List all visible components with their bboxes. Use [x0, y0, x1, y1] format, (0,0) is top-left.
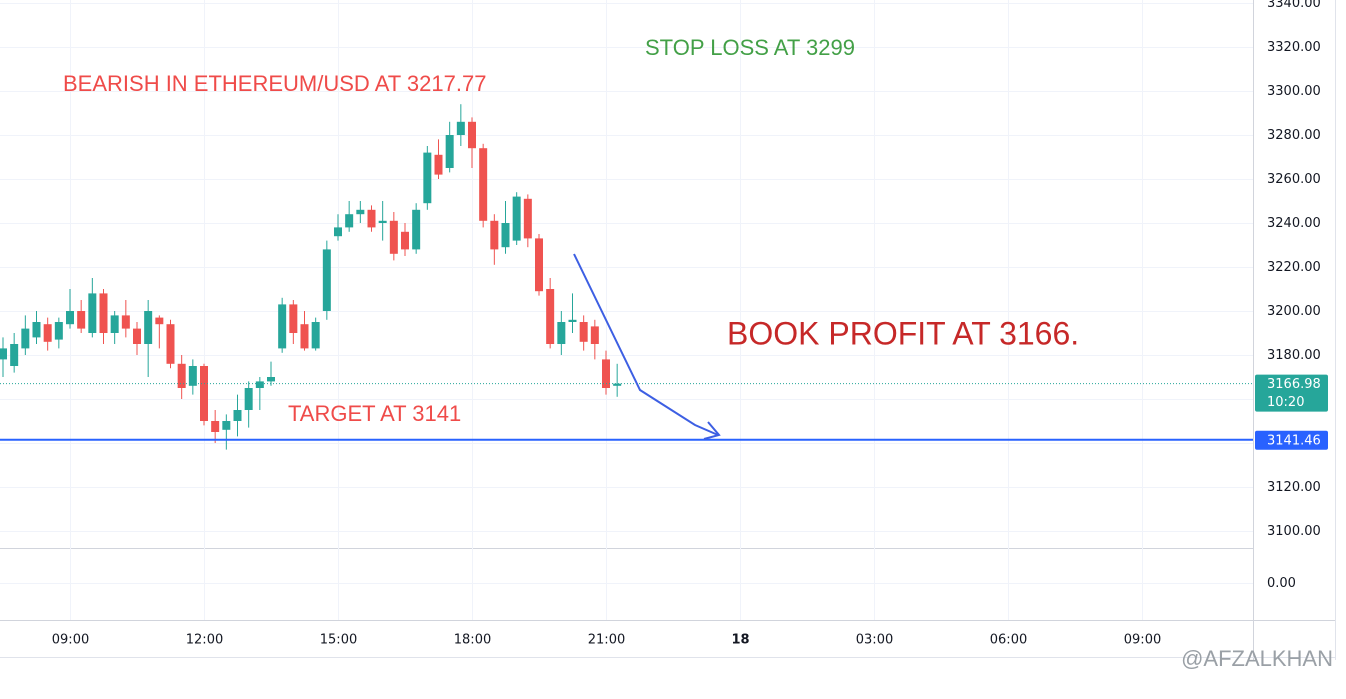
target-price-box: [1255, 430, 1328, 450]
y-tick-label: 3100.00: [1267, 524, 1321, 539]
x-tick-label: 15:00: [320, 633, 357, 648]
candle-body: [88, 293, 97, 333]
candle-body: [144, 311, 153, 344]
candle-body: [177, 363, 186, 388]
candle-body: [99, 293, 108, 333]
x-tick-label: 21:00: [588, 633, 625, 648]
y-tick-label: 3280.00: [1267, 128, 1321, 143]
candle-body: [512, 196, 521, 241]
candle-body: [590, 326, 599, 344]
candle-body: [423, 152, 432, 204]
candle-body: [613, 383, 622, 386]
candle-body: [32, 322, 41, 338]
x-tick-label: 06:00: [990, 633, 1027, 648]
annotation: STOP LOSS AT 3299: [645, 35, 855, 60]
candle-body: [389, 220, 398, 254]
candle-body: [401, 231, 409, 250]
y-tick-label: 3300.00: [1267, 84, 1321, 99]
candle-body: [66, 311, 74, 325]
candle-body: [222, 421, 231, 430]
candle-body: [278, 304, 287, 349]
y-tick-label: 3340.00: [1267, 0, 1321, 11]
x-tick-label: 12:00: [186, 633, 223, 648]
candle-body: [557, 322, 566, 344]
annotation: BEARISH IN ETHEREUM/USD AT 3217.77: [63, 71, 486, 96]
candle-body: [255, 381, 264, 388]
candle-body: [21, 328, 30, 349]
candle-body: [121, 315, 130, 329]
candle-body: [535, 238, 543, 292]
candle-body: [322, 249, 331, 311]
candle-body: [300, 324, 309, 349]
y-tick-label: 3220.00: [1267, 260, 1321, 275]
target-price-label: 3141.46: [1267, 433, 1321, 448]
y-tick-label: 3240.00: [1267, 216, 1321, 231]
labels: 3100.003120.003140.003160.003180.003200.…: [52, 0, 1333, 671]
candle-body: [233, 410, 242, 421]
candle-body: [456, 121, 465, 135]
candle-body: [133, 328, 141, 344]
candles: [0, 104, 1253, 450]
y-tick-label: 3200.00: [1267, 304, 1321, 319]
x-tick-label: 18:00: [454, 633, 491, 648]
last-price-box: [1255, 374, 1328, 412]
watermark: @AFZALKHAN: [1181, 646, 1333, 671]
candle-body: [200, 366, 208, 421]
candle-body: [334, 227, 342, 237]
lower-pane-tick-label: 0.00: [1267, 576, 1296, 591]
candle-body: [289, 304, 298, 333]
candle-body: [54, 322, 63, 340]
y-tick-label: 3180.00: [1267, 348, 1321, 363]
candle-body: [356, 209, 365, 215]
x-tick-label: 03:00: [856, 633, 893, 648]
candle-body: [579, 322, 588, 342]
candle-body: [479, 148, 488, 221]
arrow-head: [703, 421, 721, 440]
candle-body: [468, 121, 476, 149]
candle-body: [211, 421, 220, 432]
y-tick-label: 3260.00: [1267, 172, 1321, 187]
candle-body: [490, 220, 499, 250]
candle-body: [77, 311, 86, 329]
candle-body: [501, 223, 510, 248]
candle-body: [546, 289, 555, 344]
annotation: TARGET AT 3141: [288, 401, 461, 426]
candle-body: [110, 315, 119, 333]
x-tick-label: 09:00: [52, 633, 89, 648]
candle-body: [311, 322, 320, 349]
candle-body: [434, 154, 443, 175]
countdown-label: 10:20: [1267, 395, 1304, 410]
candle-body: [166, 324, 175, 364]
candle-body: [267, 377, 275, 382]
x-tick-label: 09:00: [1124, 633, 1161, 648]
candle-body: [43, 324, 52, 342]
candle-body: [445, 135, 454, 168]
grid: [0, 0, 1253, 620]
y-tick-label: 3120.00: [1267, 480, 1321, 495]
y-tick-label: 3320.00: [1267, 40, 1321, 55]
trend-line: [573, 253, 719, 436]
candle-body: [568, 319, 577, 322]
x-tick-label: 18: [731, 633, 749, 648]
candle-body: [367, 209, 376, 228]
annotation: BOOK PROFIT AT 3166.: [727, 315, 1079, 351]
trend-arrow: [573, 253, 721, 440]
candle-body: [0, 348, 7, 360]
candle-body: [244, 388, 253, 410]
candle-body: [10, 344, 19, 366]
candle-body: [155, 317, 164, 325]
candle-body: [602, 359, 610, 388]
candle-body: [523, 198, 532, 239]
candle-body: [188, 366, 197, 386]
candle-body: [412, 209, 421, 250]
candle-body: [378, 220, 387, 223]
last-price-label: 3166.98: [1267, 377, 1321, 392]
candle-body: [345, 214, 354, 228]
